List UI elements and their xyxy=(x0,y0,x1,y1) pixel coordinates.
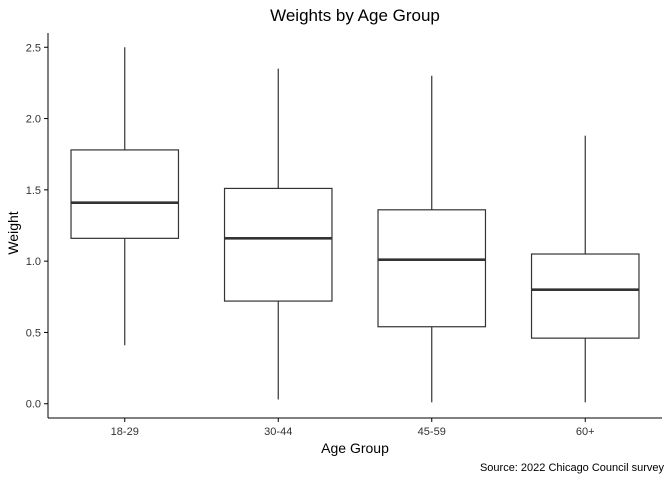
axes-layer: 0.0 0.5 1.0 1.5 2.0 2.5 18-29 30-44 45-59 60+ xyxy=(26,33,662,438)
x-tick-label: 18-29 xyxy=(111,426,139,438)
box-group-18-29 xyxy=(70,47,180,346)
boxes-layer xyxy=(70,47,640,403)
box-group-60+ xyxy=(530,135,640,403)
y-tick-label: 2.5 xyxy=(26,42,41,54)
chart-caption: Source: 2022 Chicago Council survey xyxy=(480,462,665,474)
box-group-45-59 xyxy=(377,75,487,403)
y-axis-title: Weight xyxy=(5,211,21,254)
iqr-box xyxy=(530,253,640,339)
iqr-box xyxy=(377,209,487,328)
x-tick-label: 45-59 xyxy=(418,426,446,438)
x-tick-label: 60+ xyxy=(576,426,595,438)
x-tick-label: 30-44 xyxy=(264,426,292,438)
iqr-box xyxy=(70,149,180,239)
y-tick-label: 0.0 xyxy=(26,399,41,411)
y-tick-label: 1.5 xyxy=(26,185,41,197)
y-tick-label: 1.0 xyxy=(26,256,41,268)
chart-title: Weights by Age Group xyxy=(270,6,440,25)
iqr-box xyxy=(223,187,333,302)
y-tick-label: 2.0 xyxy=(26,114,41,126)
box-group-30-44 xyxy=(223,68,333,400)
y-tick-label: 0.5 xyxy=(26,327,41,339)
x-axis-title: Age Group xyxy=(321,440,389,456)
